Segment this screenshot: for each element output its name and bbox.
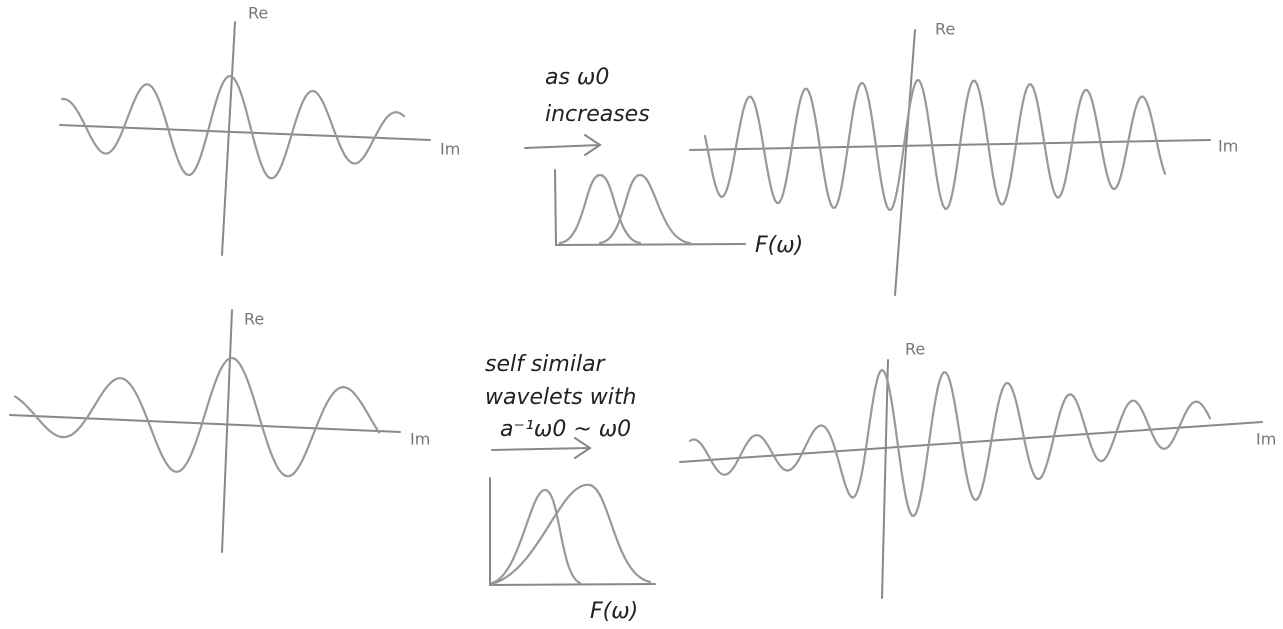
spectrum-label: F(ω) (755, 233, 803, 258)
caption: as ω0 (545, 65, 609, 90)
re-label: Re (935, 20, 955, 39)
im-axis (690, 140, 1210, 150)
spectrum-bump (560, 175, 640, 243)
re-axis (222, 310, 232, 552)
re-axis (895, 30, 915, 295)
arrow (525, 135, 600, 155)
spectrum-axes (490, 478, 655, 585)
im-axis (680, 422, 1262, 462)
im-label: Im (1218, 137, 1238, 156)
re-label: Re (905, 340, 925, 359)
spectrum-label: F(ω) (590, 599, 638, 624)
re-label: Re (244, 310, 264, 329)
spectrum-bump (492, 490, 580, 583)
im-label: Im (440, 140, 460, 159)
sketch: Re Im Re Im Re Im Re Im as ω0 increases … (0, 0, 1283, 629)
re-axis (882, 360, 888, 598)
re-axis (222, 22, 235, 255)
im-label: Im (1256, 430, 1276, 449)
im-label: Im (410, 430, 430, 449)
caption: increases (545, 102, 650, 127)
re-label: Re (248, 4, 268, 23)
spectrum-bump (600, 175, 690, 243)
im-axis (10, 415, 400, 432)
caption: a⁻¹ω0 ~ ω0 (500, 417, 631, 442)
spectrum-bump (492, 485, 650, 584)
caption: wavelets with (485, 385, 636, 410)
caption: self similar (485, 352, 607, 377)
